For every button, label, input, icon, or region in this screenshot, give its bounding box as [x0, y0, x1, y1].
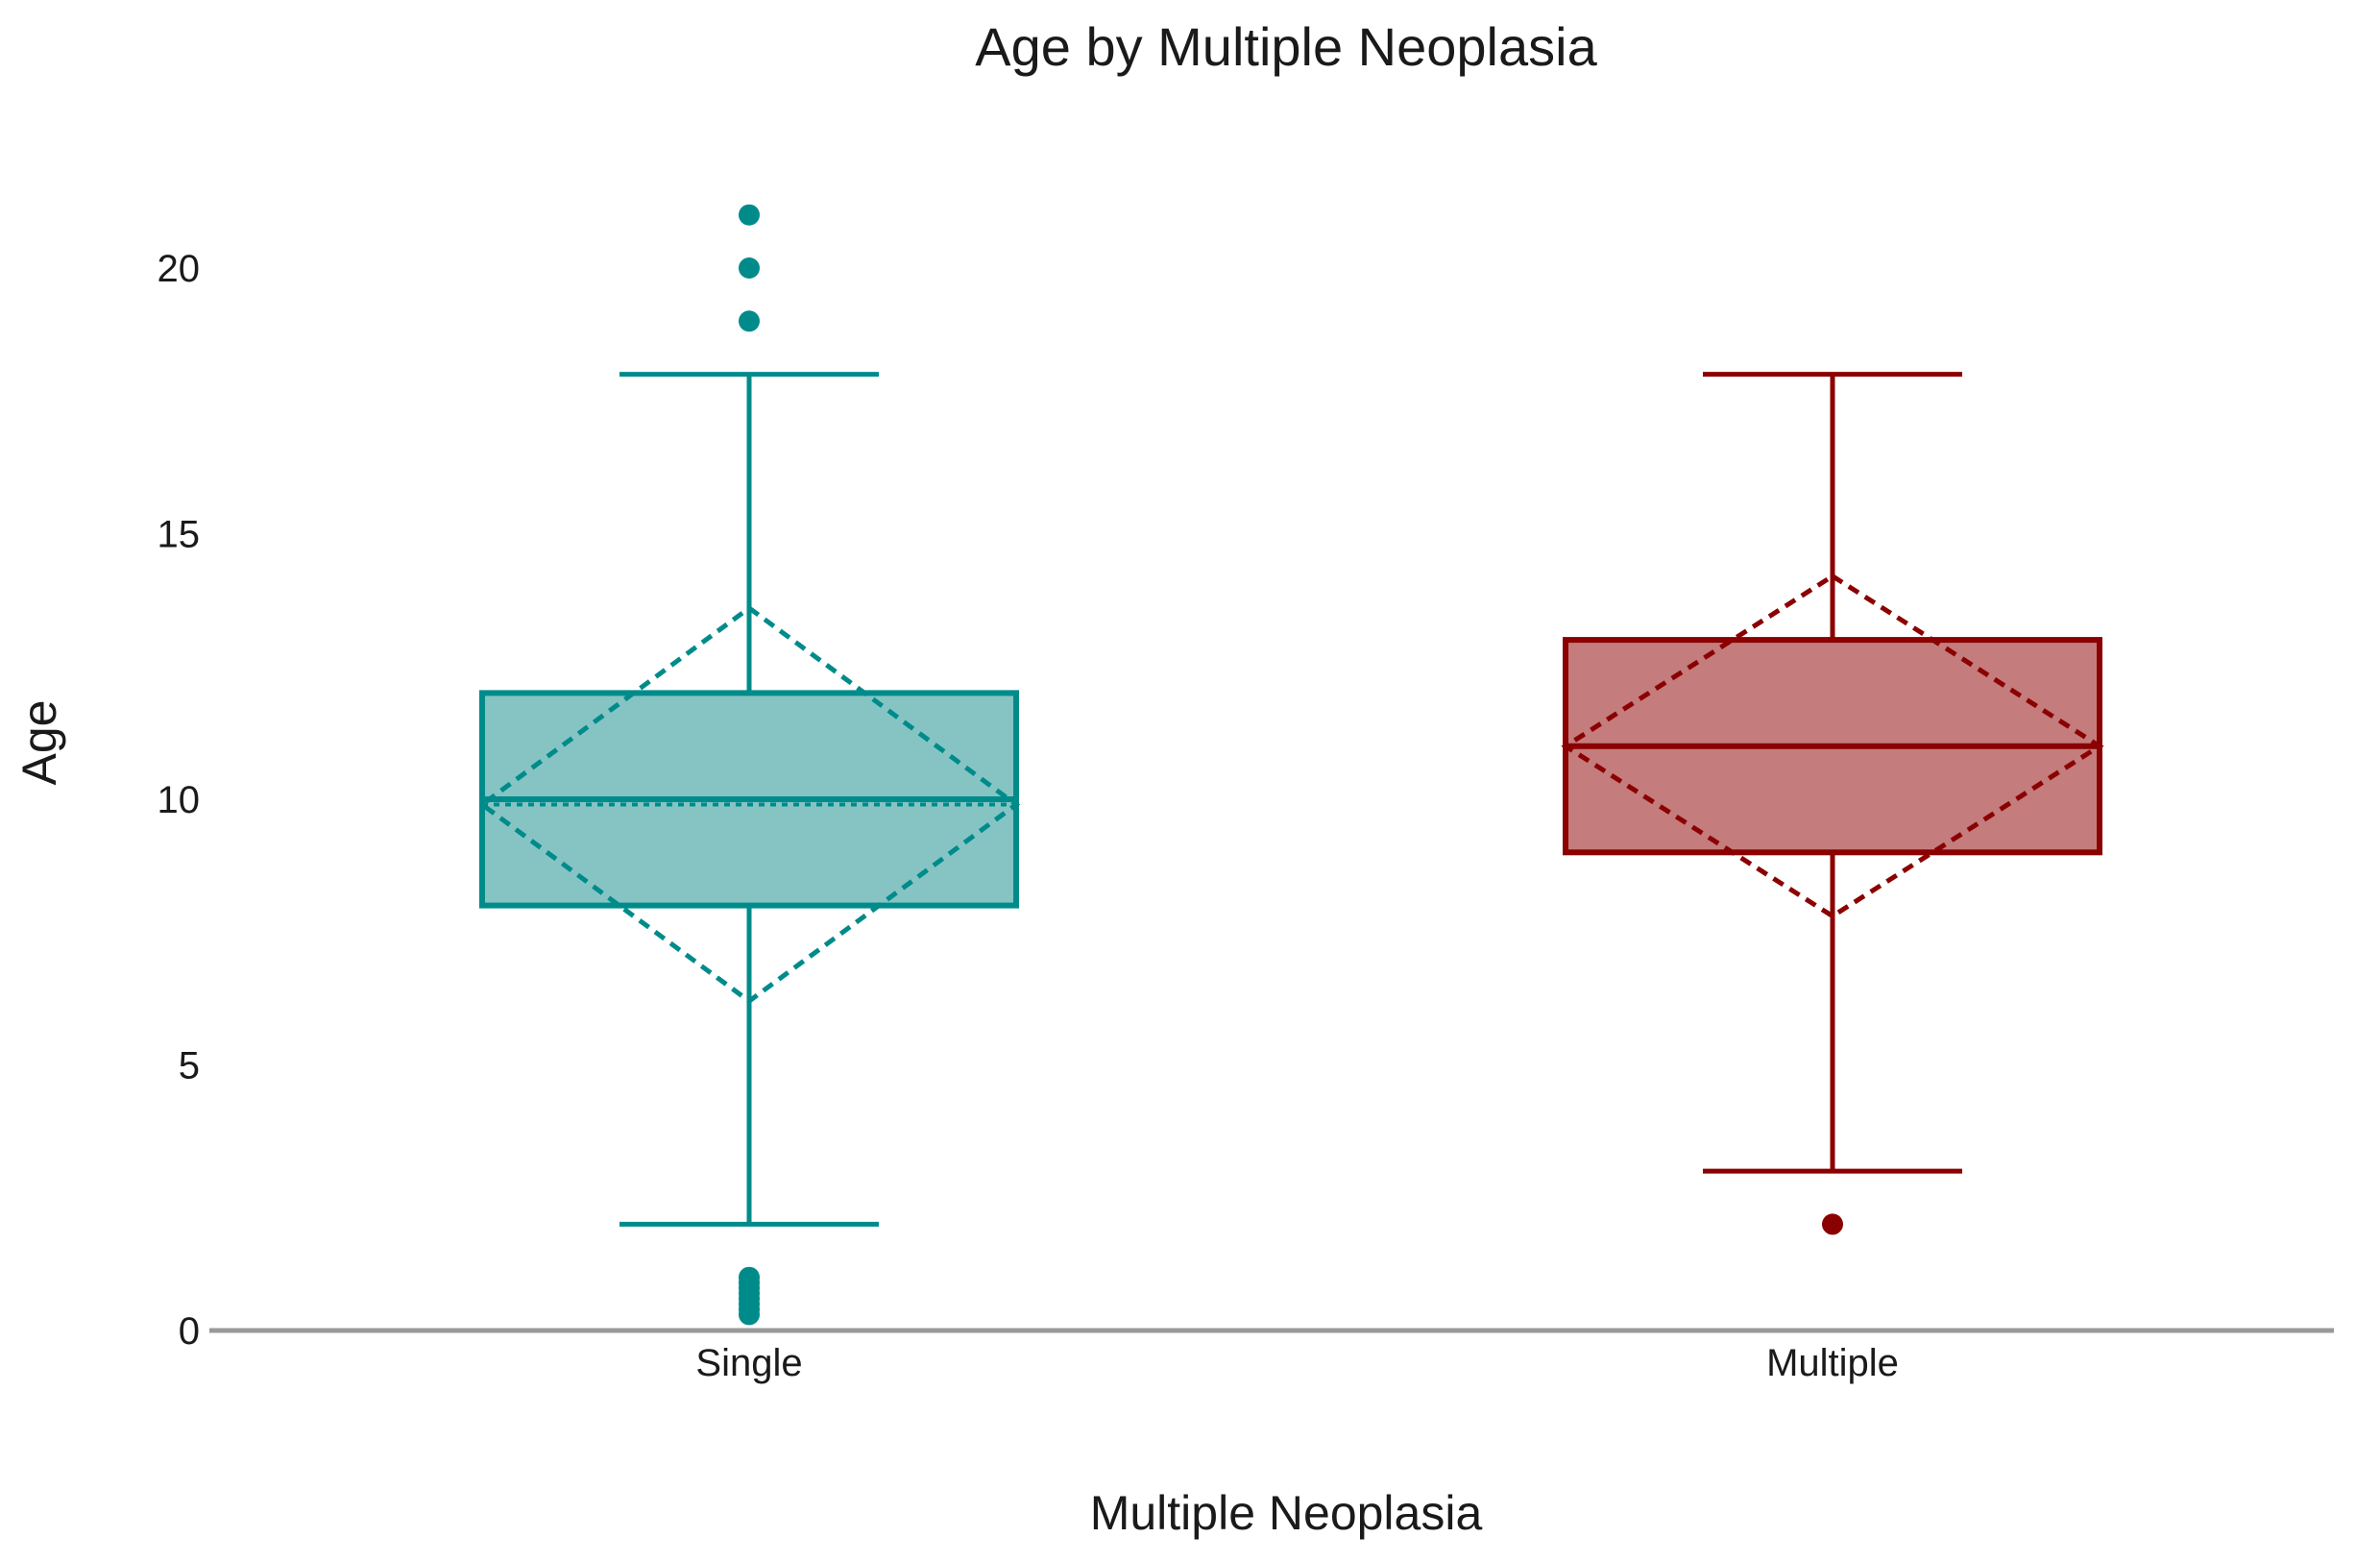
y-axis-title: Age	[12, 700, 66, 786]
x-category-labels: Single Multiple	[695, 1342, 1899, 1384]
x-category-label: Single	[695, 1342, 802, 1384]
outlier-point	[1822, 1213, 1843, 1235]
y-tick-labels: 0 5 10 15 20	[158, 248, 201, 1353]
outlier-point	[739, 257, 760, 279]
y-tick-label: 5	[179, 1045, 200, 1087]
box-multiple	[1561, 372, 2104, 1235]
chart-title: Age by Multiple Neoplasia	[975, 16, 1597, 77]
box-groups	[477, 204, 2104, 1326]
outlier-point	[739, 1304, 760, 1326]
y-tick-label: 20	[158, 248, 201, 290]
x-category-label: Multiple	[1766, 1342, 1899, 1384]
y-tick-label: 10	[158, 779, 201, 821]
y-tick-label: 0	[179, 1310, 200, 1353]
x-axis-title: Multiple Neoplasia	[1090, 1486, 1483, 1540]
y-tick-label: 15	[158, 514, 201, 556]
box-single	[477, 204, 1021, 1326]
outlier-point	[739, 204, 760, 226]
mean-sd-diamond	[477, 604, 1021, 1005]
outlier-point	[739, 310, 760, 332]
